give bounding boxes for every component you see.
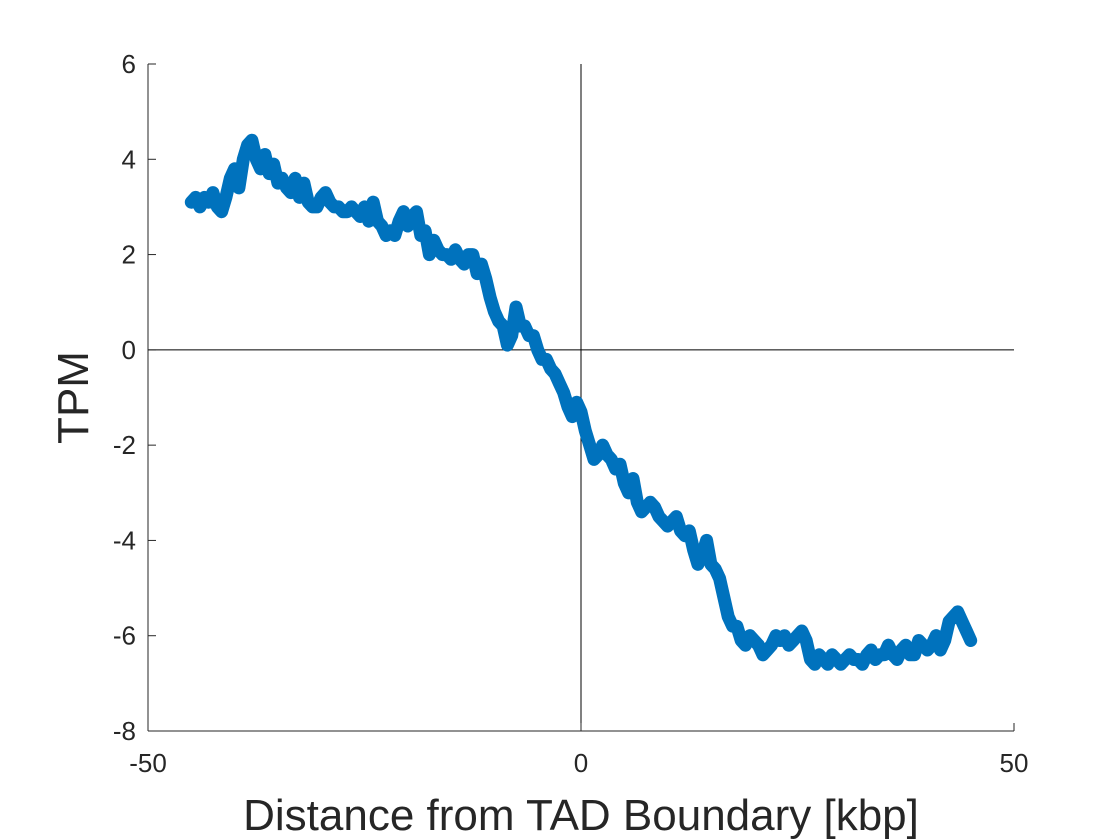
series-line-0: [184, 133, 978, 671]
y-tick-label: 4: [122, 144, 136, 174]
y-tick-label: 6: [122, 49, 136, 79]
y-tick-label: -6: [113, 621, 136, 651]
y-tick-label: 2: [122, 240, 136, 270]
x-tick-label: 0: [574, 748, 588, 778]
tick-layer: -8 -6 -4 -2 0 2 4 6 -50 0 50: [113, 49, 1029, 778]
y-tick-label: -2: [113, 430, 136, 460]
x-tick-label: 50: [1000, 748, 1029, 778]
y-tick-label: -4: [113, 525, 136, 555]
series-layer: [184, 133, 978, 671]
y-tick-label: 0: [122, 335, 136, 365]
y-tick-label: -8: [113, 716, 136, 746]
x-axis-title: Distance from TAD Boundary [kbp]: [243, 791, 919, 840]
x-tick-label: -50: [129, 748, 167, 778]
y-axis-title: TPM: [49, 351, 98, 444]
